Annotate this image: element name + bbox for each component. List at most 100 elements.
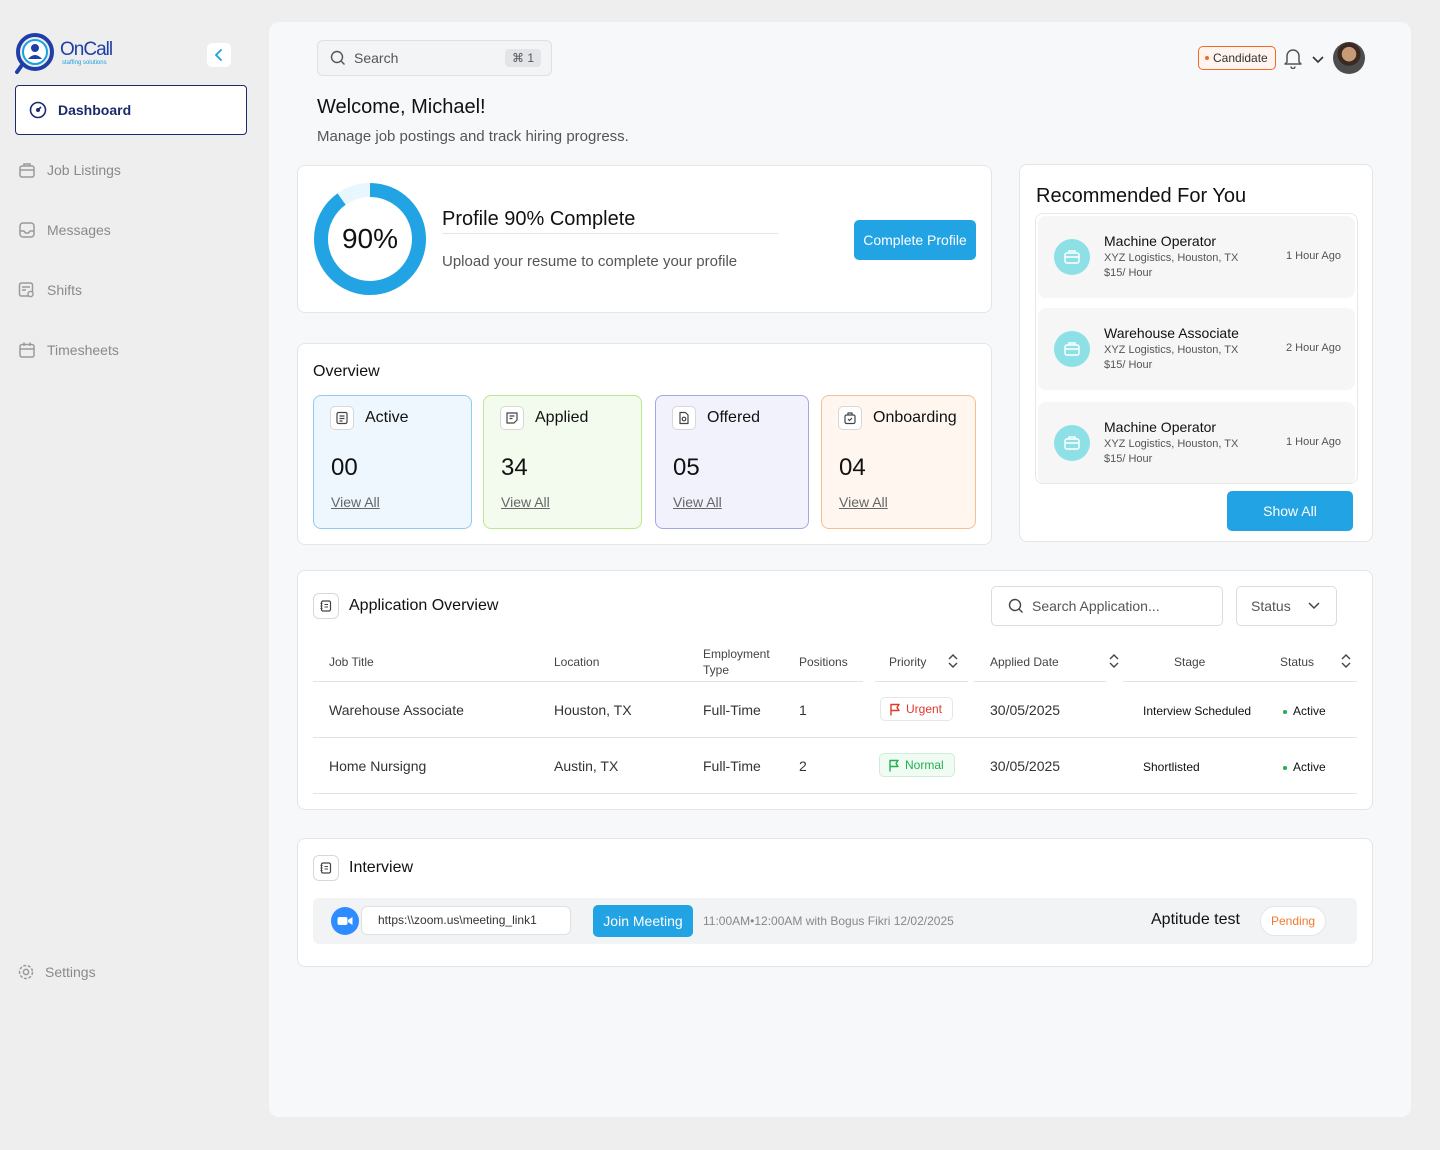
flag-icon bbox=[888, 759, 900, 772]
search-icon bbox=[330, 50, 346, 66]
recommended-title: Recommended For You bbox=[1036, 185, 1247, 207]
profile-subtitle: Upload your resume to complete your prof… bbox=[442, 253, 738, 270]
overview-title: Overview bbox=[313, 363, 380, 380]
column-header-location: Location bbox=[554, 655, 600, 669]
cell-applied-date: 30/05/2025 bbox=[990, 758, 1061, 774]
job-location: XYZ Logistics, Houston, TX bbox=[1104, 438, 1239, 450]
priority-badge: Normal bbox=[879, 753, 955, 777]
chevron-down-icon bbox=[1308, 601, 1320, 611]
cell-employment-type: Full-Time bbox=[703, 758, 761, 774]
zoom-video-icon bbox=[331, 907, 359, 935]
cell-location: Houston, TX bbox=[554, 702, 632, 718]
recommended-list: Machine Operator XYZ Logistics, Houston,… bbox=[1035, 213, 1358, 484]
view-all-link[interactable]: View All bbox=[839, 494, 888, 510]
stat-value: 34 bbox=[501, 454, 528, 481]
cell-positions: 1 bbox=[799, 702, 807, 718]
divider bbox=[313, 681, 863, 682]
stat-value: 00 bbox=[331, 454, 358, 481]
briefcase-icon bbox=[1054, 239, 1090, 275]
divider bbox=[313, 793, 1357, 794]
briefcase-icon bbox=[1054, 425, 1090, 461]
profile-percent: 90% bbox=[341, 223, 399, 254]
stat-label: Onboarding bbox=[873, 409, 957, 426]
global-search-input[interactable]: Search ⌘ 1 bbox=[317, 40, 552, 76]
stat-label: Active bbox=[365, 409, 409, 426]
interview-item: https:\\zoom.us\meeting_link1 Join Meeti… bbox=[313, 898, 1357, 944]
sidebar-item-dashboard[interactable]: Dashboard bbox=[15, 85, 247, 135]
job-title: Machine Operator bbox=[1104, 233, 1217, 249]
recommended-job-item[interactable]: Warehouse Associate XYZ Logistics, Houst… bbox=[1038, 308, 1355, 390]
logo-wordmark: OnCall bbox=[60, 39, 113, 60]
dashboard-icon bbox=[28, 100, 48, 120]
view-all-link[interactable]: View All bbox=[331, 494, 380, 510]
sidebar-item-job-listings[interactable]: Job Listings bbox=[15, 145, 247, 195]
sidebar-nav: Dashboard Job Listings Messages Shifts T… bbox=[15, 85, 247, 385]
page-subtitle: Manage job postings and track hiring pro… bbox=[317, 128, 629, 145]
oncall-logo[interactable]: OnCall staffing solutions bbox=[15, 32, 125, 76]
stat-card-active[interactable]: Active 00 View All bbox=[313, 395, 472, 529]
chevron-down-icon[interactable] bbox=[1312, 52, 1324, 70]
recommended-job-item[interactable]: Machine Operator XYZ Logistics, Houston,… bbox=[1038, 402, 1355, 483]
status-badge: Pending bbox=[1260, 906, 1327, 936]
job-title: Warehouse Associate bbox=[1104, 325, 1239, 341]
stat-label: Applied bbox=[535, 409, 589, 426]
stat-card-offered[interactable]: Offered 05 View All bbox=[655, 395, 809, 529]
job-posted-time: 1 Hour Ago bbox=[1285, 436, 1341, 448]
application-search-placeholder: Search Application... bbox=[1032, 598, 1160, 614]
avatar[interactable] bbox=[1333, 42, 1365, 74]
join-meeting-button[interactable]: Join Meeting bbox=[593, 905, 693, 937]
cell-stage: Interview Scheduled bbox=[1143, 704, 1252, 718]
application-overview-card: Application Overview Search Application.… bbox=[297, 570, 1373, 810]
briefcase-icon bbox=[17, 160, 37, 180]
logo-mark-icon bbox=[15, 33, 54, 74]
search-shortcut-badge: ⌘ 1 bbox=[504, 49, 541, 67]
bell-icon[interactable] bbox=[1283, 47, 1303, 74]
view-all-link[interactable]: View All bbox=[501, 494, 550, 510]
page-title: Welcome, Michael! bbox=[317, 96, 486, 118]
application-icon bbox=[313, 593, 339, 619]
chevron-left-icon bbox=[214, 49, 222, 61]
job-location: XYZ Logistics, Houston, TX bbox=[1104, 252, 1239, 264]
priority-label: Normal bbox=[905, 758, 944, 772]
status-filter-dropdown[interactable]: Status bbox=[1236, 586, 1337, 626]
stat-card-applied[interactable]: Applied 34 View All bbox=[483, 395, 642, 529]
job-posted-time: 1 Hour Ago bbox=[1285, 250, 1341, 262]
application-search-input[interactable]: Search Application... bbox=[991, 586, 1223, 626]
sidebar-item-shifts[interactable]: Shifts bbox=[15, 265, 247, 315]
job-posted-time: 2 Hour Ago bbox=[1285, 342, 1341, 354]
sort-icon[interactable] bbox=[1109, 654, 1119, 673]
briefcase-icon bbox=[1054, 331, 1090, 367]
sidebar-item-label: Messages bbox=[47, 222, 111, 238]
status-filter-value: Status bbox=[1251, 598, 1291, 614]
column-header-applied-date[interactable]: Applied Date bbox=[990, 655, 1059, 669]
collapse-sidebar-button[interactable] bbox=[207, 43, 231, 67]
note-icon bbox=[500, 406, 524, 430]
sort-icon[interactable] bbox=[948, 654, 958, 673]
flag-icon bbox=[889, 703, 901, 716]
divider bbox=[1123, 681, 1357, 682]
complete-profile-button[interactable]: Complete Profile bbox=[854, 220, 976, 260]
shifts-icon bbox=[17, 280, 37, 300]
application-overview-title: Application Overview bbox=[349, 597, 499, 614]
overview-card: Overview Active 00 View All Applied 34 V… bbox=[297, 343, 992, 545]
view-all-link[interactable]: View All bbox=[673, 494, 722, 510]
sidebar-item-settings[interactable]: Settings bbox=[17, 963, 96, 981]
role-badge[interactable]: Candidate bbox=[1198, 46, 1276, 70]
column-header-status[interactable]: Status bbox=[1280, 655, 1315, 669]
cell-location: Austin, TX bbox=[554, 758, 619, 774]
sidebar-item-label: Timesheets bbox=[47, 342, 119, 358]
column-header-priority[interactable]: Priority bbox=[889, 655, 927, 669]
sidebar-item-messages[interactable]: Messages bbox=[15, 205, 247, 255]
cell-employment-type: Full-Time bbox=[703, 702, 761, 718]
stat-value: 04 bbox=[839, 454, 866, 481]
cell-stage: Shortlisted bbox=[1143, 760, 1200, 774]
cell-job-title: Home Nursigng bbox=[329, 758, 427, 774]
recommended-job-item[interactable]: Machine Operator XYZ Logistics, Houston,… bbox=[1038, 216, 1355, 298]
sort-icon[interactable] bbox=[1341, 654, 1351, 673]
sidebar-item-timesheets[interactable]: Timesheets bbox=[15, 325, 247, 375]
meeting-link-field[interactable]: https:\\zoom.us\meeting_link1 bbox=[361, 906, 571, 935]
show-all-button[interactable]: Show All bbox=[1227, 491, 1353, 531]
stat-card-onboarding[interactable]: Onboarding 04 View All bbox=[821, 395, 976, 529]
search-placeholder: Search bbox=[354, 50, 399, 66]
stat-label: Offered bbox=[707, 409, 761, 426]
